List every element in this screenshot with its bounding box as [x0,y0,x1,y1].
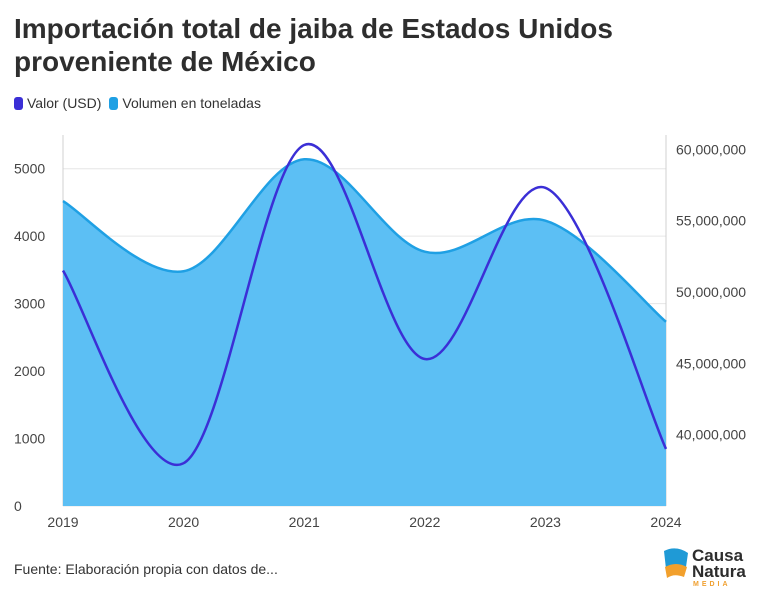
legend-label-volumen: Volumen en toneladas [122,95,261,111]
y-left-tick-5000: 5000 [14,161,45,177]
logo-text-natura: Natura [692,562,746,581]
legend-label-valor: Valor (USD) [27,95,102,111]
legend-item-volumen[interactable]: Volumen en toneladas [109,95,261,111]
y-right-tick-45000000: 45,000,000 [676,355,746,371]
x-tick-2022: 2022 [409,514,440,530]
y-left-tick-4000: 4000 [14,228,45,244]
x-tick-2021: 2021 [289,514,320,530]
legend: Valor (USD) Volumen en toneladas [14,95,269,111]
causa-natura-logo: Causa Natura MEDIA [662,545,767,591]
legend-item-valor[interactable]: Valor (USD) [14,95,101,111]
legend-swatch-volumen [109,96,119,110]
source-note: Fuente: Elaboración propia con datos de.… [14,561,278,577]
chart-title: Importación total de jaiba de Estados Un… [14,13,613,77]
x-tick-2020: 2020 [168,514,199,530]
y-right-tick-60000000: 60,000,000 [676,141,746,157]
logo-text-media: MEDIA [693,581,731,588]
y-left-tick-2000: 2000 [14,363,45,379]
chart-area: 0 1000 2000 3000 4000 5000 40,000,000 45,000,00… [14,135,746,530]
x-tick-2023: 2023 [530,514,561,530]
logo-mark-icon [664,548,688,578]
legend-swatch-valor [14,96,23,110]
y-left-tick-3000: 3000 [14,296,45,312]
y-left-tick-0: 0 [14,498,22,514]
y-right-tick-55000000: 55,000,000 [676,213,746,229]
series-volumen-area [63,159,666,506]
x-tick-2024: 2024 [650,514,681,530]
x-tick-2019: 2019 [47,514,78,530]
y-right-tick-40000000: 40,000,000 [676,427,746,443]
logo-text-causa: Causa [692,546,744,565]
y-left-tick-1000: 1000 [14,431,45,447]
series-valor-line [61,143,668,467]
y-right-tick-50000000: 50,000,000 [676,284,746,300]
series-volumen-line [62,158,667,323]
